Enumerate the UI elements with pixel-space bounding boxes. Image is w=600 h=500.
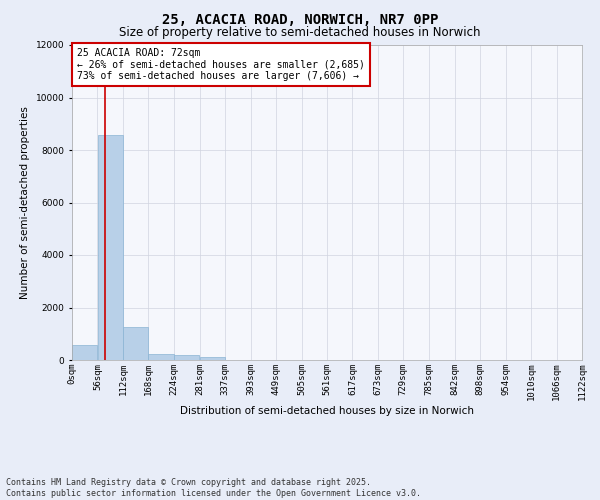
Bar — [148, 354, 174, 360]
Text: Contains HM Land Registry data © Crown copyright and database right 2025.
Contai: Contains HM Land Registry data © Crown c… — [6, 478, 421, 498]
Bar — [200, 358, 225, 360]
Text: Size of property relative to semi-detached houses in Norwich: Size of property relative to semi-detach… — [119, 26, 481, 39]
X-axis label: Distribution of semi-detached houses by size in Norwich: Distribution of semi-detached houses by … — [180, 406, 474, 416]
Text: 25, ACACIA ROAD, NORWICH, NR7 0PP: 25, ACACIA ROAD, NORWICH, NR7 0PP — [162, 12, 438, 26]
Bar — [72, 346, 97, 360]
Bar — [123, 328, 148, 360]
Y-axis label: Number of semi-detached properties: Number of semi-detached properties — [20, 106, 30, 299]
Bar — [98, 135, 123, 360]
Bar — [174, 356, 199, 360]
Text: 25 ACACIA ROAD: 72sqm
← 26% of semi-detached houses are smaller (2,685)
73% of s: 25 ACACIA ROAD: 72sqm ← 26% of semi-deta… — [77, 48, 365, 82]
